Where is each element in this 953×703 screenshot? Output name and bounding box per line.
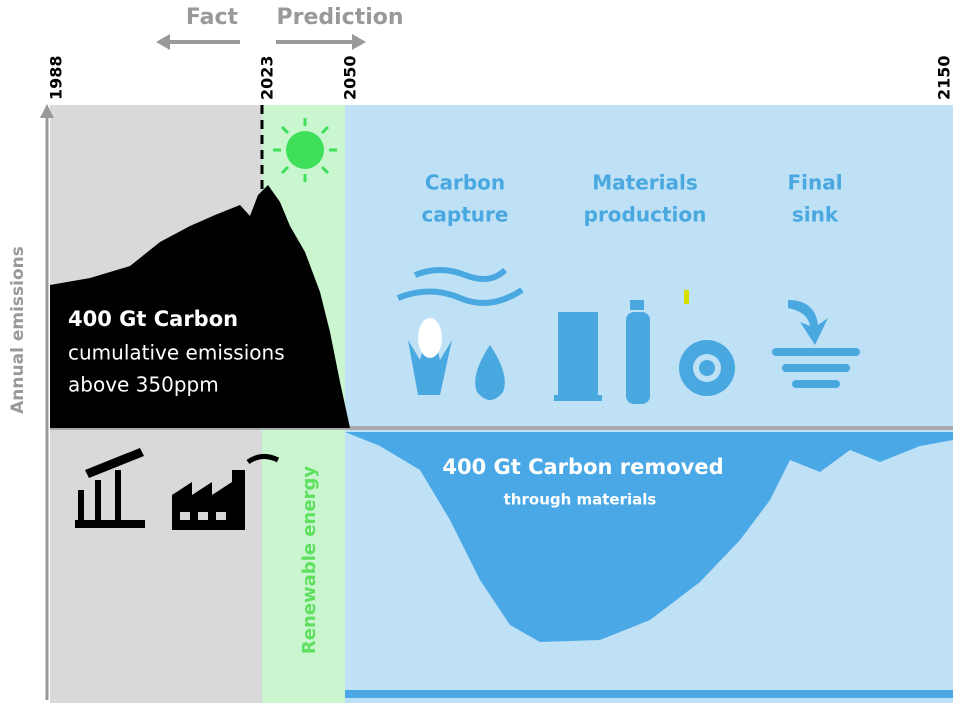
stage-title: Final [787,171,842,195]
stage-title: Materials [592,171,698,195]
year-label: 2050 [341,55,360,100]
emissions-text: cumulative emissions [68,341,285,365]
emissions-area [50,185,350,428]
fact-arrow [156,34,366,50]
year-label: 2023 [258,55,277,100]
stage-title: Carbon [425,171,505,195]
prediction-label: Prediction [276,5,403,30]
year-label: 2150 [935,55,953,100]
bottom-bar [345,690,953,698]
emissions-text: above 350ppm [68,373,219,397]
fact-label: Fact [186,5,239,30]
axis-label: Annual emissions [8,246,28,414]
stage-title: capture [422,203,509,227]
y-axis-arrow [40,104,54,118]
removal-area [345,432,953,642]
factory-icon [172,454,280,530]
renewable-label: Renewable energy [299,466,320,654]
stage-title: production [584,203,707,227]
materials-icons [554,290,735,404]
pump-jack-icon [75,448,145,528]
emissions-title: 400 Gt Carbon [68,307,238,331]
year-label: 1988 [47,55,66,100]
sun [273,118,337,182]
stage-title: sink [792,203,839,227]
carbon-capture-icons [396,267,524,400]
removal-subtitle: through materials [504,491,657,509]
removal-title: 400 Gt Carbon removed [442,455,723,479]
final-sink-icon [772,300,860,388]
